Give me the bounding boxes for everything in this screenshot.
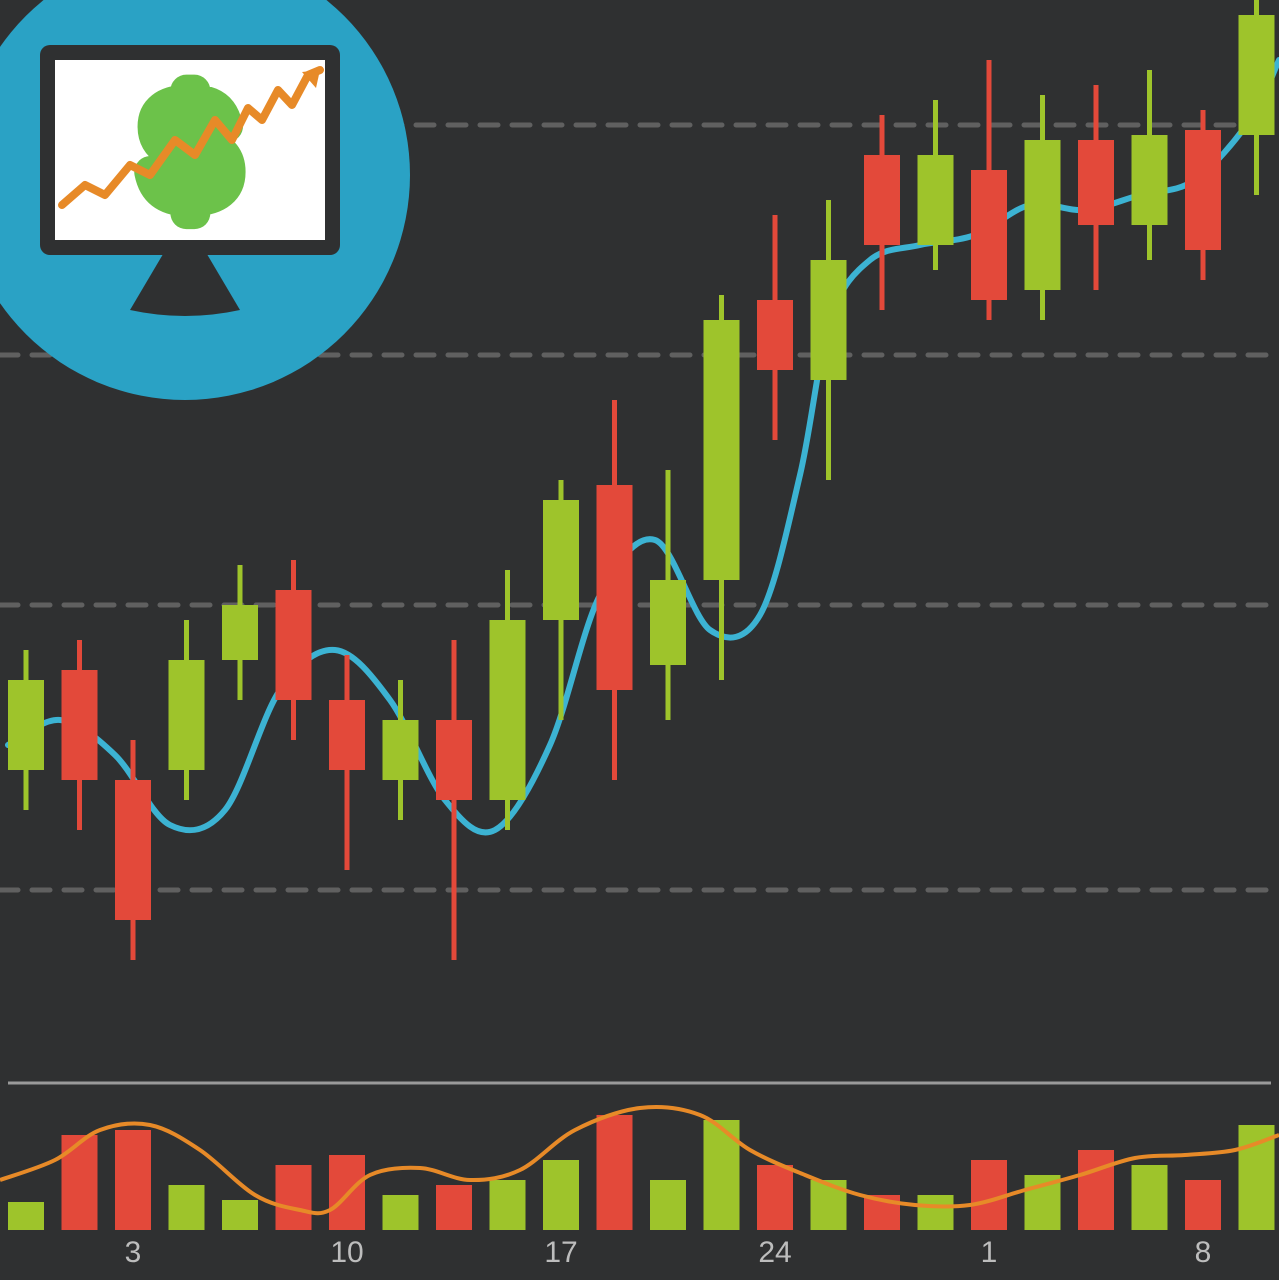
- candle-body: [329, 700, 365, 770]
- volume-bar: [490, 1180, 526, 1230]
- volume-bar: [115, 1130, 151, 1230]
- candle-body: [597, 485, 633, 690]
- axis-label: 10: [330, 1236, 363, 1269]
- candle-body: [864, 155, 900, 245]
- candle-body: [169, 660, 205, 770]
- candle-body: [704, 320, 740, 580]
- candle-body: [811, 260, 847, 380]
- volume-bar: [543, 1160, 579, 1230]
- volume-bar: [62, 1135, 98, 1230]
- candle-body: [276, 590, 312, 700]
- axis-label: 3: [125, 1236, 142, 1269]
- candle-body: [543, 500, 579, 620]
- candle-body: [1025, 140, 1061, 290]
- candle-body: [436, 720, 472, 800]
- candlestick-chart: 310172418$$: [0, 0, 1279, 1280]
- volume-bar: [971, 1160, 1007, 1230]
- volume-bar: [650, 1180, 686, 1230]
- candle-body: [8, 680, 44, 770]
- candle-body: [971, 170, 1007, 300]
- candle-body: [222, 605, 258, 660]
- candle-body: [1078, 140, 1114, 225]
- volume-bar: [918, 1195, 954, 1230]
- axis-label: 17: [544, 1236, 577, 1269]
- volume-bar: [757, 1165, 793, 1230]
- volume-bar: [276, 1165, 312, 1230]
- candle-body: [918, 155, 954, 245]
- volume-bar: [436, 1185, 472, 1230]
- candle-body: [1239, 15, 1275, 135]
- volume-bar: [1185, 1180, 1221, 1230]
- volume-bar: [1132, 1165, 1168, 1230]
- axis-label: 8: [1195, 1236, 1212, 1269]
- volume-bar: [1078, 1150, 1114, 1230]
- candle-body: [490, 620, 526, 800]
- candle-body: [62, 670, 98, 780]
- volume-bar: [169, 1185, 205, 1230]
- candle-body: [1132, 135, 1168, 225]
- candle-body: [115, 780, 151, 920]
- volume-bar: [222, 1200, 258, 1230]
- axis-label: 1: [981, 1236, 998, 1269]
- candle-body: [757, 300, 793, 370]
- axis-label: 24: [758, 1236, 791, 1269]
- volume-bar: [383, 1195, 419, 1230]
- volume-bar: [8, 1202, 44, 1230]
- candle-body: [650, 580, 686, 665]
- candle-body: [383, 720, 419, 780]
- candle-body: [1185, 130, 1221, 250]
- volume-bar: [597, 1115, 633, 1230]
